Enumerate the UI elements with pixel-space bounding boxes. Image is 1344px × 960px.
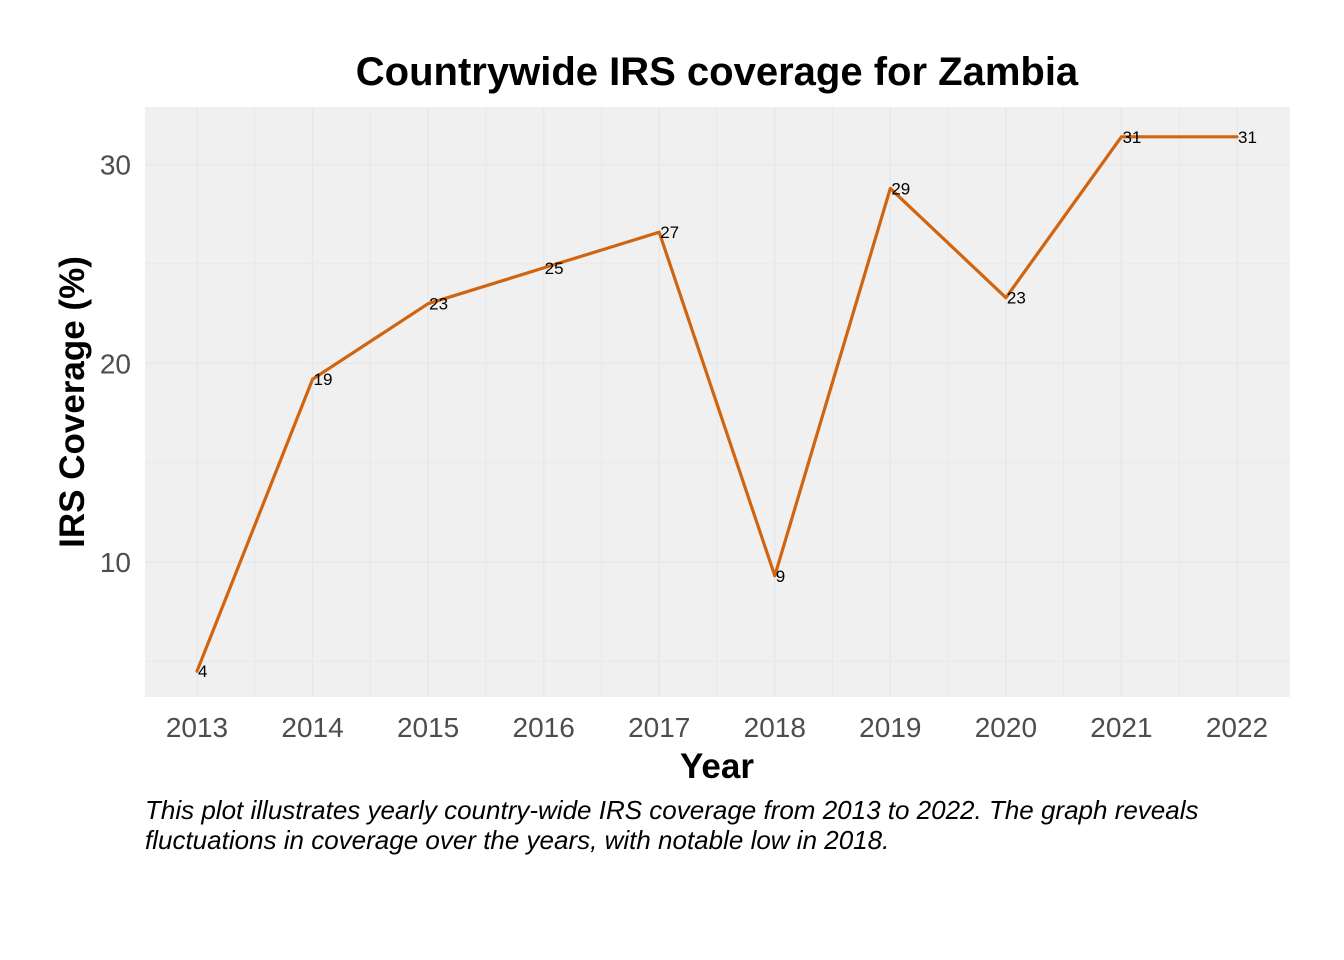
- data-label: 23: [429, 295, 448, 314]
- x-tick-label: 2017: [628, 712, 690, 743]
- data-label: 25: [545, 259, 564, 278]
- data-label: 23: [1007, 289, 1026, 308]
- y-axis-title: IRS Coverage (%): [53, 256, 92, 548]
- series-layer: 4 19 23 25 27 9 29 23 31 31: [195, 128, 1257, 681]
- data-label: 29: [891, 179, 910, 198]
- y-tick-label: 30: [100, 150, 131, 181]
- x-tick-label: 2022: [1206, 712, 1268, 743]
- x-tick-label: 2019: [859, 712, 921, 743]
- series-line: [195, 135, 1239, 673]
- y-tick-label: 10: [100, 547, 131, 578]
- data-label: 9: [776, 567, 785, 586]
- chart-caption: This plot illustrates yearly country-wid…: [145, 795, 1199, 855]
- x-tick-label: 2021: [1090, 712, 1152, 743]
- x-tick-label: 2018: [744, 712, 806, 743]
- data-label: 19: [314, 370, 333, 389]
- chart-title: Countrywide IRS coverage for Zambia: [356, 50, 1079, 94]
- x-tick-label: 2015: [397, 712, 459, 743]
- y-axis-ticks: 10 20 30: [100, 150, 131, 578]
- x-axis-ticks: 2013 2014 2015 2016 2017 2018 2019 2020 2021 2022: [166, 712, 1268, 743]
- x-axis-title: Year: [680, 747, 754, 786]
- data-label: 31: [1122, 128, 1141, 147]
- x-tick-label: 2020: [975, 712, 1037, 743]
- x-tick-label: 2014: [281, 712, 343, 743]
- grid-lines: [145, 107, 1290, 697]
- y-tick-label: 20: [100, 348, 131, 379]
- data-label: 31: [1238, 128, 1257, 147]
- data-label: 4: [198, 662, 207, 681]
- x-tick-label: 2013: [166, 712, 228, 743]
- data-label: 27: [660, 223, 679, 242]
- x-tick-label: 2016: [513, 712, 575, 743]
